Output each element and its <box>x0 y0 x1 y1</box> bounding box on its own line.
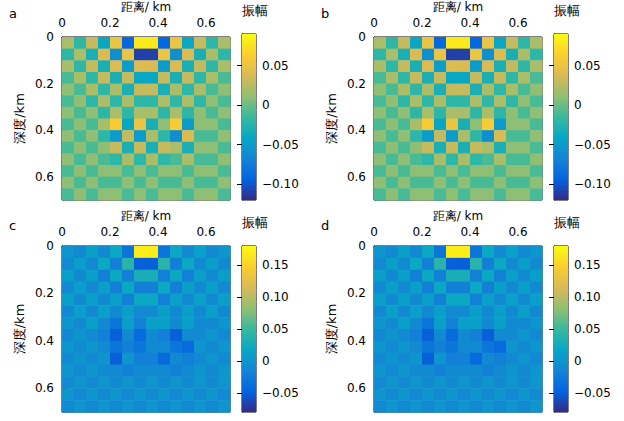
svg-text:0: 0 <box>262 98 270 112</box>
svg-text:0.6: 0.6 <box>196 16 215 30</box>
svg-text:0.10: 0.10 <box>262 290 289 304</box>
svg-text:0.4: 0.4 <box>460 225 479 239</box>
svg-text:0: 0 <box>58 16 66 30</box>
svg-text:0.2: 0.2 <box>35 77 54 91</box>
svg-text:0.4: 0.4 <box>347 123 366 137</box>
svg-text:0.6: 0.6 <box>508 225 527 239</box>
svg-text:0: 0 <box>262 354 270 368</box>
svg-text:0.05: 0.05 <box>262 322 289 336</box>
svg-text:0.6: 0.6 <box>196 225 215 239</box>
svg-text:深度/km: 深度/km <box>12 304 27 355</box>
svg-text:0.05: 0.05 <box>574 59 601 73</box>
svg-text:0: 0 <box>358 239 366 253</box>
svg-text:距离/ km: 距离/ km <box>121 209 172 223</box>
svg-text:0: 0 <box>370 16 378 30</box>
svg-text:0.6: 0.6 <box>347 381 366 395</box>
svg-text:0.15: 0.15 <box>574 258 601 272</box>
svg-text:−0.10: −0.10 <box>262 177 299 191</box>
svg-text:0.6: 0.6 <box>347 170 366 184</box>
svg-text:深度/km: 深度/km <box>324 93 339 144</box>
svg-text:0: 0 <box>370 225 378 239</box>
svg-text:0.6: 0.6 <box>508 16 527 30</box>
svg-text:b: b <box>321 6 329 21</box>
svg-text:振幅: 振幅 <box>554 215 580 230</box>
svg-text:−0.05: −0.05 <box>574 138 611 152</box>
svg-text:0.2: 0.2 <box>412 225 431 239</box>
svg-text:−0.05: −0.05 <box>262 138 299 152</box>
svg-text:0.2: 0.2 <box>347 77 366 91</box>
svg-text:−0.05: −0.05 <box>574 386 611 400</box>
svg-text:c: c <box>9 218 16 233</box>
svg-text:深度/km: 深度/km <box>324 304 339 355</box>
svg-text:0.6: 0.6 <box>35 170 54 184</box>
svg-text:a: a <box>9 6 17 21</box>
svg-text:0.10: 0.10 <box>574 290 601 304</box>
svg-text:0.6: 0.6 <box>35 381 54 395</box>
svg-text:0.4: 0.4 <box>35 123 54 137</box>
svg-text:0: 0 <box>58 225 66 239</box>
svg-text:深度/km: 深度/km <box>12 93 27 144</box>
svg-text:振幅: 振幅 <box>242 3 268 18</box>
svg-text:0: 0 <box>358 30 366 44</box>
svg-text:0: 0 <box>574 98 582 112</box>
svg-text:0.05: 0.05 <box>262 59 289 73</box>
svg-text:0.2: 0.2 <box>412 16 431 30</box>
svg-text:0.4: 0.4 <box>460 16 479 30</box>
svg-text:振幅: 振幅 <box>554 3 580 18</box>
svg-text:0.15: 0.15 <box>262 258 289 272</box>
svg-text:0.4: 0.4 <box>148 225 167 239</box>
svg-text:d: d <box>321 218 329 233</box>
svg-text:0: 0 <box>574 354 582 368</box>
svg-text:0.2: 0.2 <box>35 286 54 300</box>
svg-text:距离/ km: 距离/ km <box>433 0 484 14</box>
svg-text:0: 0 <box>46 239 54 253</box>
svg-text:0.2: 0.2 <box>347 286 366 300</box>
svg-text:0.2: 0.2 <box>100 225 119 239</box>
svg-text:0.4: 0.4 <box>347 334 366 348</box>
svg-text:0.05: 0.05 <box>574 322 601 336</box>
svg-text:0.2: 0.2 <box>100 16 119 30</box>
svg-text:−0.05: −0.05 <box>262 386 299 400</box>
svg-text:距离/ km: 距离/ km <box>433 209 484 223</box>
svg-text:0.4: 0.4 <box>35 334 54 348</box>
svg-text:振幅: 振幅 <box>242 215 268 230</box>
svg-text:0: 0 <box>46 30 54 44</box>
svg-text:0.4: 0.4 <box>148 16 167 30</box>
svg-text:−0.10: −0.10 <box>574 177 611 191</box>
svg-text:距离/ km: 距离/ km <box>121 0 172 14</box>
